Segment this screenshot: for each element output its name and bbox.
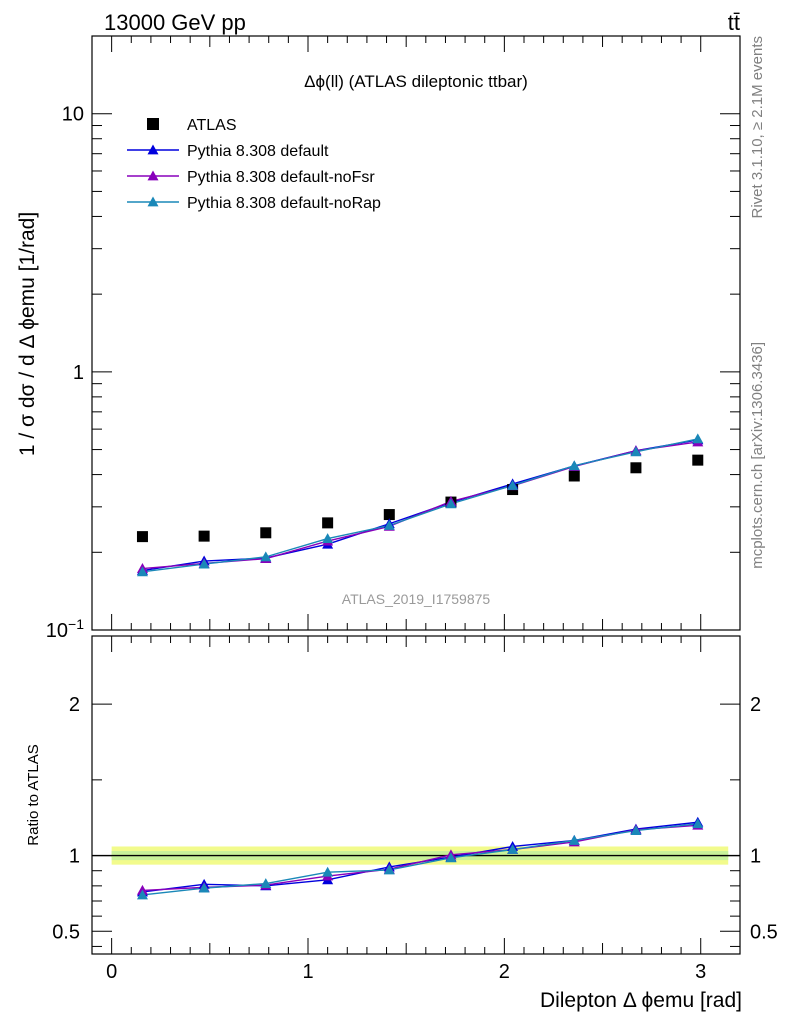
mc-data-point [445, 498, 457, 509]
atlas-data-point [383, 509, 395, 521]
legend-entry: Pythia 8.308 default [187, 143, 329, 160]
ratio-y-tick-label: 0.5 [52, 921, 80, 943]
ratio-data-point [630, 825, 642, 835]
ratio-data-point [445, 852, 457, 863]
mc-data-point [198, 558, 210, 569]
main-y-tick-label: 10 [62, 104, 84, 126]
ratio-axis-ticks: 0.5 0.5 1 1 2 2 0 1 2 3 [52, 636, 778, 983]
legend-entry: Pythia 8.308 default-noRap [187, 195, 381, 212]
x-tick-label: 2 [499, 961, 510, 983]
legend-entry: Pythia 8.308 default-noFsr [187, 169, 375, 186]
ratio-data-point [383, 864, 395, 875]
ratio-y-axis-label: Ratio to ATLAS [25, 744, 42, 845]
main-title: Δϕ(ll) (ATLAS dileptonic ttbar) [304, 72, 528, 91]
legend-marker [147, 144, 159, 155]
main-y-tick-label: 10−1 [46, 616, 84, 642]
x-tick-label: 0 [106, 961, 117, 983]
ratio-data-point [136, 889, 148, 900]
atlas-data-point [136, 531, 148, 543]
atlas-data-point [260, 527, 272, 539]
ratio-data-point [198, 882, 210, 893]
mc-data-point [692, 433, 704, 444]
main-axis-ticks: 10−1 1 10 [46, 35, 740, 642]
ratio-data-point [260, 878, 272, 888]
main-data-marks [136, 433, 704, 577]
x-tick-label: 1 [302, 961, 313, 983]
x-tick-label: 3 [695, 961, 706, 983]
legend-marker [147, 196, 159, 207]
main-y-tick-label: 1 [73, 362, 84, 384]
atlas-data-point [322, 517, 334, 529]
ratio-uncertainty-band [92, 846, 740, 865]
atlas-data-point [692, 454, 704, 466]
ratio-data-point [322, 866, 334, 877]
main-series-line [142, 441, 698, 570]
process-label: tt̄ [728, 10, 740, 35]
atlas-data-point [568, 470, 580, 482]
analysis-watermark: ATLAS_2019_I1759875 [342, 591, 491, 607]
atlas-data-point [198, 530, 210, 542]
ratio-data-point [692, 818, 704, 829]
mc-data-point [507, 479, 519, 490]
ratio-y-tick-label-right: 1 [750, 846, 761, 868]
mc-data-point [260, 551, 272, 562]
main-series-line [142, 439, 698, 572]
legend-marker [147, 170, 159, 181]
x-axis-label: Dilepton Δ ϕemu [rad] [540, 989, 742, 1012]
mcplots-label: mcplots.cern.ch [arXiv:1306.3436] [749, 342, 766, 569]
energy-label: 13000 GeV pp [104, 10, 246, 35]
legend-entry: ATLAS [187, 117, 237, 134]
main-y-axis-label: 1 / σ dσ / d Δ ϕemu [1/rad] [16, 212, 39, 456]
main-series-line [142, 438, 698, 573]
ratio-data-marks [136, 816, 704, 900]
ratio-data-point [568, 834, 580, 845]
ratio-y-tick-label: 1 [69, 846, 80, 868]
legend: ATLAS Pythia 8.308 default Pythia 8.308 de… [127, 117, 381, 212]
ratio-y-tick-label-right: 0.5 [750, 921, 778, 943]
ratio-data-point [507, 844, 519, 854]
mc-data-point [630, 446, 642, 457]
ratio-frame [91, 635, 741, 955]
ratio-y-tick-label-right: 2 [750, 694, 761, 716]
ratio-y-tick-label: 2 [69, 694, 80, 716]
mc-data-point [568, 460, 580, 471]
mc-data-point [136, 566, 148, 577]
mc-data-point [383, 519, 395, 530]
rivet-label: Rivet 3.1.10, ≥ 2.1M events [749, 36, 766, 219]
main-frame [91, 35, 741, 631]
ratio-panel: 0.5 0.5 1 1 2 2 0 1 2 3 [52, 635, 778, 983]
mc-data-point [322, 533, 334, 543]
ratio-series-line [142, 823, 698, 896]
atlas-data-point [630, 462, 642, 474]
legend-marker [147, 118, 159, 130]
